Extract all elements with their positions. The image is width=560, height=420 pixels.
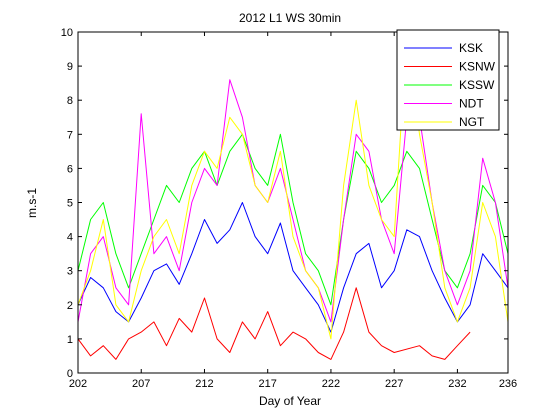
series-line-ndt <box>77 79 509 323</box>
x-axis-label: Day of Year <box>259 394 321 408</box>
y-tick-label: 7 <box>67 129 73 141</box>
x-tick-label: 207 <box>132 378 150 390</box>
x-tick-label: 236 <box>499 378 517 390</box>
y-tick-label: 3 <box>67 266 73 278</box>
x-tick-label: 227 <box>385 378 403 390</box>
chart-title: 2012 L1 WS 30min <box>239 11 341 25</box>
legend-label-ngt: NGT <box>459 115 485 129</box>
legend: KSK KSNW KSSW NDT NGT <box>396 29 500 131</box>
y-tick-label: 9 <box>67 61 73 73</box>
y-tick-label: 10 <box>61 27 73 39</box>
y-tick-label: 1 <box>67 334 73 346</box>
legend-label-ksnw: KSNW <box>459 60 496 74</box>
y-tick-label: 8 <box>67 95 73 107</box>
legend-label-ndt: NDT <box>459 97 484 111</box>
x-tick-label: 222 <box>322 378 340 390</box>
y-axis-label: m.s-1 <box>25 188 39 218</box>
y-tick-label: 6 <box>67 163 73 175</box>
y-tick-label: 2 <box>67 300 73 312</box>
legend-box <box>396 29 500 131</box>
legend-label-ksk: KSK <box>459 41 483 55</box>
x-tick-label: 232 <box>448 378 466 390</box>
legend-items: KSK KSNW KSSW NDT NGT <box>404 41 496 129</box>
series-line-ngt <box>77 31 509 340</box>
legend-label-kssw: KSSW <box>459 78 495 92</box>
axis-layer: 202 207 212 217 222 227 232 236 0 1 2 3 4 5 6 7 8 9 10 <box>61 27 517 390</box>
series-line-ksk <box>77 202 509 333</box>
y-tick-label: 5 <box>67 198 73 210</box>
y-tick-label: 0 <box>67 368 73 380</box>
series-line-ksnw <box>77 287 471 360</box>
y-tick-label: 4 <box>67 232 73 244</box>
series-layer <box>77 31 509 360</box>
x-tick-label: 217 <box>259 378 277 390</box>
series-line-kssw <box>77 133 509 306</box>
x-tick-label: 202 <box>69 378 87 390</box>
x-tick-label: 212 <box>195 378 213 390</box>
